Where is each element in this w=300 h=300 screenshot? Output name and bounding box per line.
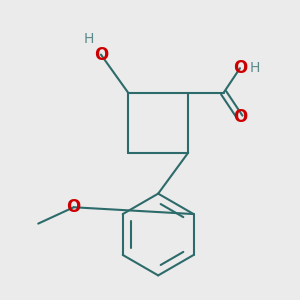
Text: O: O xyxy=(233,59,247,77)
Text: O: O xyxy=(67,198,81,216)
Text: O: O xyxy=(233,108,247,126)
Text: H: H xyxy=(84,32,94,46)
Text: O: O xyxy=(94,46,108,64)
Text: H: H xyxy=(250,61,260,75)
